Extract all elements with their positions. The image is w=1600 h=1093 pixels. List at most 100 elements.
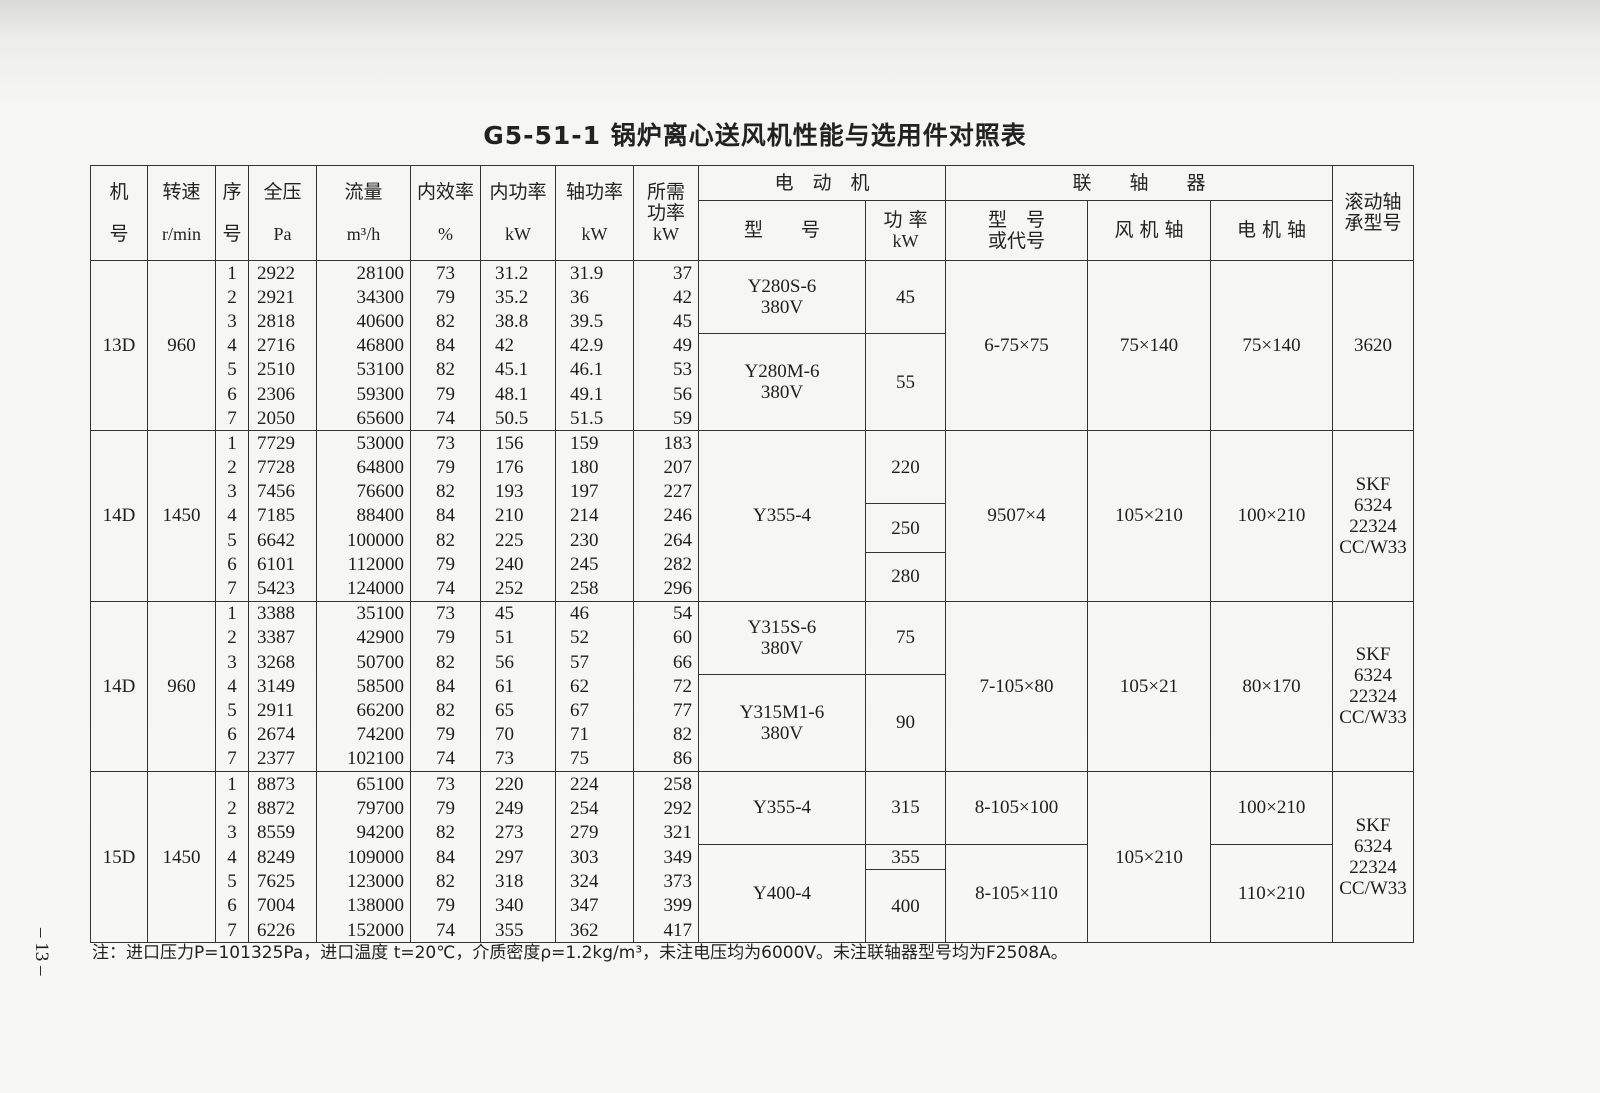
header-seq: 序号 [215, 165, 249, 261]
coupling-cell: 8-105×100 [945, 770, 1089, 846]
shaft-power-cell: 39.5 [555, 309, 634, 334]
speed-cell: 1450 [147, 770, 216, 944]
cell-line: SKF [1355, 815, 1391, 837]
efficiency-cell: 82 [410, 479, 481, 504]
seq-cell: 7 [215, 576, 249, 602]
cell-line: CC/W33 [1339, 536, 1407, 558]
cell-line: CC/W33 [1339, 707, 1407, 729]
shaft-power-cell: 42.9 [555, 333, 634, 358]
shaft-power-cell: 36 [555, 285, 634, 310]
seq-cell: 6 [215, 381, 249, 407]
pressure-cell: 2377 [248, 746, 317, 772]
shaft-power-cell: 254 [555, 796, 634, 821]
pressure-cell: 3387 [248, 625, 317, 650]
footnote: 注：进口压力P=101325Pa，进口温度 t=20℃，介质密度ρ=1.2kg/… [92, 943, 1068, 963]
shaft-power-cell: 303 [555, 844, 634, 870]
table-row: 6 2674 74200 79 70 71 82 [91, 722, 1414, 747]
flow-cell: 152000 [316, 918, 411, 944]
bearing-cell: SKF 6324 22324 CC/W33 [1332, 600, 1415, 772]
required-power-cell: 282 [633, 552, 699, 577]
header-motor: 电 动 机 [697, 165, 947, 201]
flow-cell: 76600 [316, 479, 411, 504]
shaft-power-cell: 197 [555, 479, 634, 504]
efficiency-cell: 79 [410, 285, 481, 310]
shaft-power-cell: 230 [555, 528, 634, 553]
required-power-cell: 292 [633, 796, 699, 821]
cell-line: 380V [760, 382, 804, 404]
efficiency-cell: 82 [410, 650, 481, 675]
inner-power-cell: 31.2 [480, 260, 556, 286]
shaft-power-cell: 67 [555, 698, 634, 723]
cell-line: Y355-4 [752, 505, 812, 527]
motor-model-cell: Y315S-6 380V [698, 600, 866, 675]
efficiency-cell: 74 [410, 918, 481, 944]
flow-cell: 112000 [316, 552, 411, 577]
inner-power-cell: 51 [480, 625, 556, 650]
cell-line: Y280S-6 [747, 276, 817, 298]
pressure-cell: 3149 [248, 674, 317, 699]
page-number: – 13 – [31, 928, 52, 976]
required-power-cell: 60 [633, 625, 699, 650]
pressure-cell: 8872 [248, 796, 317, 821]
required-power-cell: 54 [633, 600, 699, 626]
shaft-power-cell: 75 [555, 746, 634, 772]
table-row: 6 7004 138000 79 340 347 399 [91, 893, 1414, 919]
flow-cell: 40600 [316, 309, 411, 334]
required-power-cell: 59 [633, 406, 699, 432]
flow-cell: 53000 [316, 430, 411, 456]
pressure-cell: 5423 [248, 576, 317, 602]
machine-no-cell: 14D [90, 600, 148, 772]
motor-power-cell: 250 [864, 503, 947, 553]
required-power-cell: 417 [633, 918, 699, 944]
header-fan-shaft: 风 机 轴 [1087, 200, 1212, 261]
shaft-power-cell: 71 [555, 722, 634, 747]
table-row: 4 2716 46800 84 42 42.9 49 Y280M-6 380V 55 [91, 333, 1414, 432]
motor-model-cell: Y315M1-6 380V [698, 673, 866, 772]
shaft-power-cell: 49.1 [555, 381, 634, 407]
motor-shaft-cell: 80×170 [1210, 600, 1334, 772]
efficiency-cell: 73 [410, 430, 481, 456]
coupling-cell: 8-105×110 [945, 843, 1089, 944]
inner-power-cell: 56 [480, 650, 556, 675]
pressure-cell: 6101 [248, 552, 317, 577]
fan-shaft-cell: 75×140 [1087, 259, 1212, 432]
cell-line: Y400-4 [752, 883, 812, 905]
speed-cell: 960 [147, 259, 216, 432]
header-motor-shaft: 电 机 轴 [1210, 200, 1334, 261]
machine-no-cell: 14D [90, 430, 148, 602]
bearing-cell: 3620 [1332, 259, 1415, 432]
table-row: 3 3268 50700 82 56 57 66 [91, 650, 1414, 675]
shaft-power-cell: 51.5 [555, 406, 634, 432]
table-row: 13D 960 1 2922 28100 73 31.2 31.9 37 Y280S-6 380V 4… [90, 259, 1415, 432]
required-power-cell: 183 [633, 430, 699, 456]
pressure-cell: 7004 [248, 893, 317, 919]
cell-line: CC/W33 [1339, 878, 1407, 900]
efficiency-cell: 74 [410, 746, 481, 772]
table-row: 2 7728 64800 79 176 180 207 [91, 455, 1414, 480]
table-row: 4 7185 88400 84 210 214 246 250 [91, 503, 1414, 553]
required-power-cell: 264 [633, 528, 699, 553]
efficiency-cell: 73 [410, 600, 481, 626]
inner-power-cell: 297 [480, 844, 556, 870]
cell-line: 22324 [1349, 515, 1397, 537]
inner-power-cell: 35.2 [480, 285, 556, 310]
fan-shaft-cell: 105×210 [1087, 430, 1212, 602]
required-power-cell: 296 [633, 576, 699, 602]
motor-power-cell: 45 [864, 259, 947, 335]
table-row: 7 6226 152000 74 355 362 417 [91, 918, 1414, 944]
shaft-power-cell: 245 [555, 552, 634, 577]
coupling-cell: 9507×4 [945, 430, 1089, 602]
seq-cell: 2 [215, 796, 249, 821]
inner-power-cell: 355 [480, 918, 556, 944]
efficiency-cell: 74 [410, 576, 481, 602]
header-inner-power: 内功率 kW [480, 165, 556, 261]
flow-cell: 46800 [316, 333, 411, 358]
flow-cell: 138000 [316, 893, 411, 919]
efficiency-cell: 82 [410, 869, 481, 894]
cell-line: 22324 [1349, 857, 1397, 879]
seq-cell: 7 [215, 406, 249, 432]
header-coupling: 联 轴 器 [945, 165, 1334, 201]
pressure-cell: 2818 [248, 309, 317, 334]
seq-cell: 6 [215, 722, 249, 747]
flow-cell: 100000 [316, 528, 411, 553]
